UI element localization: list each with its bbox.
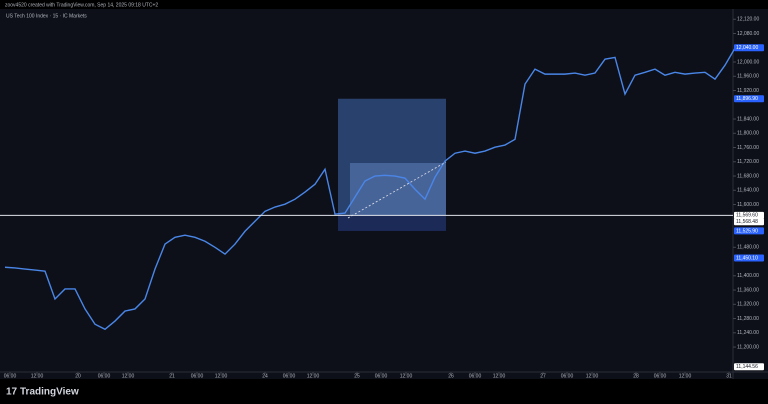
- y-tick-label: 11,720.00: [737, 159, 759, 165]
- price-badge: [734, 211, 764, 219]
- price-line: [4, 47, 736, 331]
- trend-line: [347, 161, 447, 219]
- y-tick-label: 11,360.00: [737, 287, 759, 293]
- x-tick-label: 06:00: [4, 373, 17, 379]
- x-tick-label: 12:00: [122, 373, 135, 379]
- y-tick-label: 11,200.00: [737, 344, 759, 350]
- logo: 17 TradingView: [6, 387, 79, 398]
- y-tick-label: 11,240.00: [737, 330, 759, 336]
- price-badge-label: 11,568.48: [736, 219, 758, 225]
- x-tick-label: 06:00: [191, 373, 204, 379]
- x-tick-label: 21: [169, 373, 175, 379]
- y-tick-label: 11,800.00: [737, 131, 759, 137]
- logo-mark: 17: [6, 387, 18, 398]
- price-badge-label: 11,569.60: [736, 213, 758, 219]
- x-tick-label: 06:00: [283, 373, 296, 379]
- x-tick-label: 24: [262, 373, 268, 379]
- price-badge: [734, 254, 764, 262]
- x-tick-label: 25: [354, 373, 360, 379]
- y-tick-label: 11,400.00: [737, 273, 759, 279]
- y-tick-label: 11,760.00: [737, 145, 759, 151]
- price-badge-label: 12,040.00: [736, 45, 758, 51]
- price-badge-label: 11,896.90: [736, 96, 758, 102]
- chart-title: US Tech 100 Index · 15 · IC Markets: [6, 13, 87, 19]
- x-tick-label: 06:00: [469, 373, 482, 379]
- price-badge: [734, 227, 764, 235]
- x-tick-label: 12:00: [400, 373, 413, 379]
- x-tick-label: 06:00: [98, 373, 111, 379]
- y-tick-label: 12,120.00: [737, 17, 759, 23]
- y-tick-label: 11,920.00: [737, 88, 759, 94]
- x-tick-label: 12:00: [493, 373, 506, 379]
- x-tick-label: 27: [540, 373, 546, 379]
- y-tick-label: 11,960.00: [737, 74, 759, 80]
- x-tick-label: 28: [633, 373, 639, 379]
- x-tick-label: 06:00: [375, 373, 388, 379]
- y-tick-label: 11,680.00: [737, 173, 759, 179]
- y-tick-label: 12,000.00: [737, 59, 759, 65]
- price-badge: [734, 44, 764, 52]
- y-tick-label: 11,600.00: [737, 202, 759, 208]
- x-tick-label: 26: [448, 373, 454, 379]
- stop-zone: [338, 215, 446, 231]
- price-badge-label: 11,450.10: [736, 255, 758, 261]
- x-tick-label: 12:00: [31, 373, 44, 379]
- x-tick-label: 20: [75, 373, 81, 379]
- x-tick-label: 06:00: [561, 373, 574, 379]
- price-badge: [734, 363, 764, 371]
- price-badge: [734, 218, 764, 226]
- y-tick-label: 12,080.00: [737, 31, 759, 37]
- price-badge: [734, 95, 764, 103]
- price-badge-label: 11,144.56: [736, 364, 758, 370]
- y-tick-label: 11,640.00: [737, 188, 759, 194]
- y-tick-label: 11,320.00: [737, 302, 759, 308]
- x-tick-label: 12:00: [586, 373, 599, 379]
- credit: zoov4520 created with TradingView.com, S…: [5, 2, 158, 8]
- x-tick-label: 12:00: [679, 373, 692, 379]
- x-tick-label: 31: [726, 373, 732, 379]
- price-badge-label: 11,525.90: [736, 228, 758, 234]
- x-tick-label: 12:00: [307, 373, 320, 379]
- x-tick-label: 06:00: [654, 373, 667, 379]
- x-tick-label: 12:00: [215, 373, 228, 379]
- y-tick-label: 11,480.00: [737, 245, 759, 251]
- y-tick-label: 11,280.00: [737, 316, 759, 322]
- logo-text: TradingView: [20, 387, 79, 398]
- y-tick-label: 11,840.00: [737, 116, 759, 122]
